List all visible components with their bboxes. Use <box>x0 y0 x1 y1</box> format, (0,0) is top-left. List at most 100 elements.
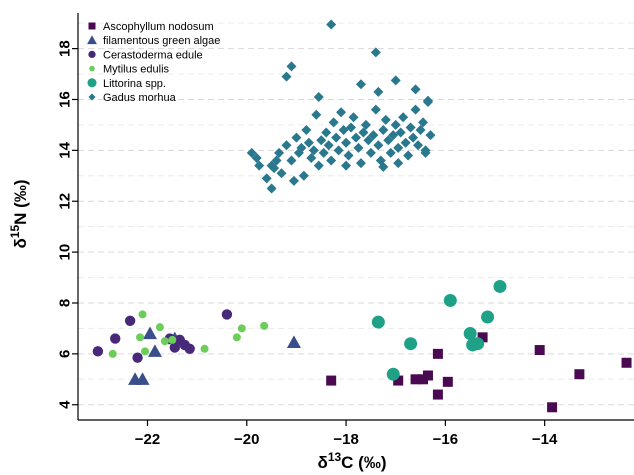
data-point <box>313 91 324 102</box>
data-point <box>341 160 352 171</box>
data-point <box>547 402 558 413</box>
data-point <box>373 140 384 151</box>
data-point <box>331 132 342 143</box>
data-point <box>298 170 309 181</box>
data-point <box>343 150 354 161</box>
x-tick-label: −16 <box>433 431 458 448</box>
data-point <box>380 114 391 125</box>
legend-label: filamentous green algae <box>103 35 220 47</box>
data-point <box>471 337 485 351</box>
x-tick-label: −14 <box>532 431 558 448</box>
data-point <box>311 109 322 120</box>
data-point <box>443 293 457 307</box>
data-point <box>393 142 404 153</box>
legend-label: Gadus morhua <box>103 92 177 104</box>
data-point <box>246 147 257 158</box>
data-point <box>463 327 477 341</box>
data-point <box>393 158 404 169</box>
data-point <box>323 140 334 151</box>
legend-marker <box>88 22 96 30</box>
data-point <box>326 19 337 30</box>
data-point <box>308 145 319 156</box>
data-point <box>281 140 292 151</box>
data-point <box>326 375 337 386</box>
data-point <box>168 335 177 344</box>
legend-item: Gadus morhua <box>88 92 177 104</box>
y-tick-label: 8 <box>56 299 73 307</box>
data-point <box>442 376 453 387</box>
data-point <box>410 374 421 385</box>
legend-marker <box>88 93 96 101</box>
data-point <box>410 84 421 95</box>
data-point <box>136 333 145 342</box>
data-point <box>316 135 327 146</box>
legend-item: Mytilus edulis <box>89 64 170 76</box>
data-point <box>142 326 157 340</box>
data-point <box>266 183 277 194</box>
data-point <box>274 147 285 158</box>
data-point <box>534 345 545 356</box>
data-point <box>403 150 414 161</box>
data-point <box>368 130 379 141</box>
y-tick-label: 12 <box>56 193 73 210</box>
data-point <box>110 333 121 344</box>
data-point <box>621 357 632 368</box>
data-point <box>393 375 404 386</box>
data-point <box>373 86 384 97</box>
data-point <box>422 95 433 106</box>
legend-item: Ascophyllum nodosum <box>88 21 214 33</box>
data-point <box>286 155 297 166</box>
legend-item: Cerastoderma edule <box>88 49 203 61</box>
data-point <box>481 310 495 324</box>
data-point <box>355 158 366 169</box>
y-tick-label: 10 <box>56 244 73 261</box>
legend-item: filamentous green algae <box>87 35 220 47</box>
series-3 <box>108 310 269 358</box>
data-point <box>271 155 282 166</box>
data-point <box>383 135 394 146</box>
data-point <box>92 346 104 357</box>
data-point <box>432 348 443 359</box>
data-point <box>348 112 359 123</box>
data-point <box>360 119 371 130</box>
x-tick-label: −20 <box>234 431 259 448</box>
y-axis-label: δ15N (‰) <box>8 180 30 249</box>
y-tick-label: 6 <box>56 350 73 358</box>
y-tick-label: 4 <box>56 400 73 409</box>
data-point <box>200 344 209 353</box>
data-point <box>378 125 389 136</box>
series-5 <box>246 19 436 194</box>
data-point <box>260 321 269 330</box>
legend-item: Littorina spp. <box>87 78 166 90</box>
data-point <box>254 160 265 171</box>
data-point <box>147 344 162 357</box>
data-point <box>328 117 339 128</box>
data-point <box>135 372 150 385</box>
data-point <box>408 132 419 143</box>
data-point <box>155 323 164 332</box>
data-points <box>92 19 632 413</box>
data-point <box>371 315 385 329</box>
legend-label: Littorina spp. <box>103 78 166 90</box>
data-point <box>385 147 396 158</box>
data-point <box>574 369 585 380</box>
data-point <box>313 160 324 171</box>
data-point <box>395 127 406 138</box>
legend: Ascophyllum nodosum filamentous green alg… <box>87 21 220 104</box>
x-axis-label: δ13C (‰) <box>318 450 387 472</box>
data-point <box>410 104 421 115</box>
data-point <box>288 175 299 186</box>
data-point <box>355 79 366 90</box>
data-point <box>378 161 389 172</box>
data-point <box>286 61 297 72</box>
data-point <box>365 147 376 158</box>
legend-marker <box>88 50 96 59</box>
data-point <box>386 367 400 381</box>
data-point <box>169 342 181 353</box>
data-point <box>363 135 374 146</box>
data-point <box>353 142 364 153</box>
data-point <box>221 309 233 320</box>
data-point <box>266 160 277 171</box>
axes: 4 6 8 10 12 14 16 18 −22 −20 −18 −16 −14 <box>56 13 634 448</box>
